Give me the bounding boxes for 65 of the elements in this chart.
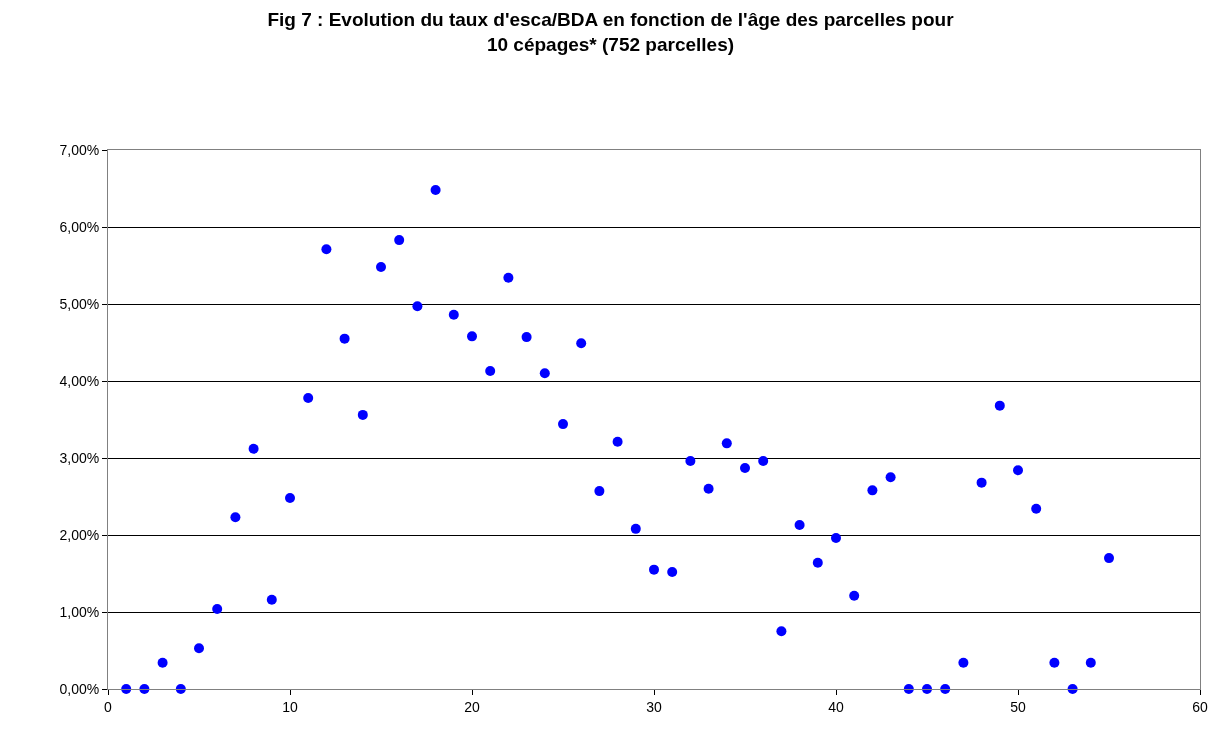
y-tick-label: 5,00% bbox=[59, 295, 100, 312]
point bbox=[1013, 465, 1023, 476]
y-tick-label: 2,00% bbox=[59, 526, 100, 543]
point bbox=[212, 603, 223, 614]
x-tick-label: 10 bbox=[282, 698, 298, 715]
point bbox=[448, 309, 459, 320]
point bbox=[812, 557, 823, 568]
y-tick-label: 7,00% bbox=[59, 141, 100, 158]
point bbox=[157, 657, 168, 668]
point bbox=[1031, 503, 1042, 514]
point bbox=[1049, 657, 1060, 668]
point bbox=[230, 512, 241, 523]
point bbox=[740, 463, 750, 474]
point bbox=[685, 456, 696, 467]
point bbox=[412, 301, 423, 312]
point bbox=[649, 564, 659, 575]
point bbox=[922, 684, 932, 694]
point bbox=[558, 419, 568, 430]
point bbox=[521, 332, 532, 343]
point bbox=[357, 409, 368, 420]
point bbox=[776, 626, 787, 637]
point bbox=[303, 392, 314, 403]
point bbox=[248, 443, 259, 454]
point bbox=[885, 472, 896, 483]
y-tick-label: 1,00% bbox=[59, 603, 100, 620]
y-tick-label: 6,00% bbox=[59, 218, 100, 235]
point bbox=[430, 185, 441, 196]
point bbox=[194, 643, 204, 654]
point bbox=[503, 272, 514, 283]
point bbox=[867, 485, 878, 496]
chart-title: Fig 7 : Evolution du taux d'esca/BDA en fonction de l'âge des parcelles pour 10 cépages* (752 parcelles) bbox=[267, 9, 955, 55]
point bbox=[794, 519, 805, 530]
point bbox=[1085, 657, 1096, 668]
point bbox=[539, 368, 550, 379]
point bbox=[758, 456, 769, 467]
point bbox=[485, 365, 496, 376]
point bbox=[630, 523, 641, 534]
y-tick-label: 4,00% bbox=[59, 372, 100, 389]
point bbox=[667, 566, 678, 577]
point bbox=[958, 657, 969, 668]
point bbox=[976, 477, 987, 488]
point bbox=[321, 244, 332, 255]
point bbox=[831, 533, 841, 544]
point bbox=[285, 493, 295, 504]
point bbox=[703, 483, 714, 494]
point bbox=[612, 436, 623, 447]
y-tick-label: 3,00% bbox=[59, 449, 100, 466]
point bbox=[266, 594, 277, 605]
point bbox=[467, 331, 477, 342]
x-tick-label: 50 bbox=[1010, 698, 1026, 715]
point bbox=[849, 590, 860, 601]
x-tick-label: 20 bbox=[464, 698, 480, 715]
x-tick-label: 0 bbox=[104, 698, 113, 715]
point bbox=[594, 486, 605, 497]
x-tick-label: 40 bbox=[828, 698, 844, 715]
x-tick-label: 30 bbox=[646, 698, 662, 715]
point bbox=[339, 333, 350, 344]
point bbox=[394, 235, 405, 246]
point bbox=[994, 400, 1005, 411]
point bbox=[1104, 553, 1114, 564]
point bbox=[376, 262, 386, 273]
x-tick-label: 60 bbox=[1192, 698, 1208, 715]
point bbox=[576, 338, 587, 349]
y-tick-label: 0,00% bbox=[59, 680, 100, 697]
point bbox=[721, 438, 732, 449]
